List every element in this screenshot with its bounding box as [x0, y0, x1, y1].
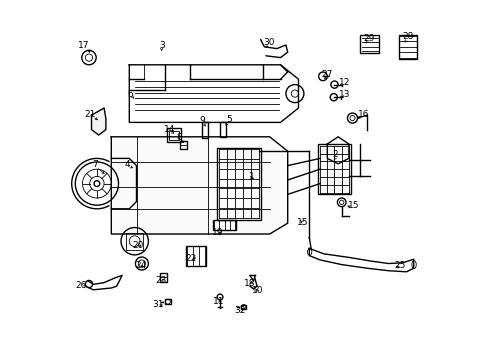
Text: 13: 13 [338, 90, 349, 99]
Bar [318, 144, 350, 194]
Bar [160, 273, 167, 282]
Text: 20: 20 [132, 241, 143, 250]
Text: 3: 3 [159, 41, 164, 50]
Text: 14: 14 [163, 125, 175, 134]
Text: 18: 18 [244, 279, 255, 288]
Bar [360, 35, 378, 53]
Text: 11: 11 [212, 297, 224, 306]
Bar [169, 131, 179, 140]
Text: 4: 4 [124, 161, 130, 170]
Text: 25: 25 [393, 261, 405, 270]
Text: 15: 15 [297, 218, 308, 227]
Text: 32: 32 [234, 306, 245, 315]
Bar [180, 141, 186, 149]
Polygon shape [111, 137, 287, 234]
Text: 24: 24 [135, 261, 146, 270]
Text: 6: 6 [127, 90, 133, 99]
Text: 28: 28 [402, 32, 413, 41]
Bar [126, 233, 143, 250]
Bar [201, 122, 208, 138]
Text: 22: 22 [185, 254, 197, 263]
Bar [185, 246, 205, 266]
Bar [217, 148, 260, 220]
Text: 2: 2 [332, 150, 338, 159]
Bar [399, 35, 416, 59]
Text: 10: 10 [252, 287, 264, 295]
Text: 31: 31 [152, 300, 163, 309]
Bar [167, 128, 181, 142]
Text: 23: 23 [155, 276, 166, 284]
Text: 9: 9 [199, 116, 204, 125]
Text: 7: 7 [92, 161, 98, 170]
Text: 30: 30 [263, 38, 274, 47]
Bar [164, 299, 170, 304]
Bar [213, 220, 236, 230]
Text: 26: 26 [75, 281, 86, 289]
Bar [220, 122, 225, 137]
Text: 15: 15 [347, 202, 358, 210]
Polygon shape [91, 108, 106, 135]
Text: 8: 8 [176, 134, 182, 143]
Text: 19: 19 [211, 228, 223, 237]
Text: 17: 17 [77, 41, 89, 50]
Text: 1: 1 [248, 172, 254, 181]
Text: 12: 12 [338, 78, 349, 87]
Text: 29: 29 [362, 35, 374, 44]
Bar [241, 305, 246, 309]
Text: 21: 21 [84, 110, 96, 119]
Text: 5: 5 [226, 115, 232, 124]
Text: 27: 27 [321, 71, 332, 80]
Text: 16: 16 [358, 110, 369, 119]
